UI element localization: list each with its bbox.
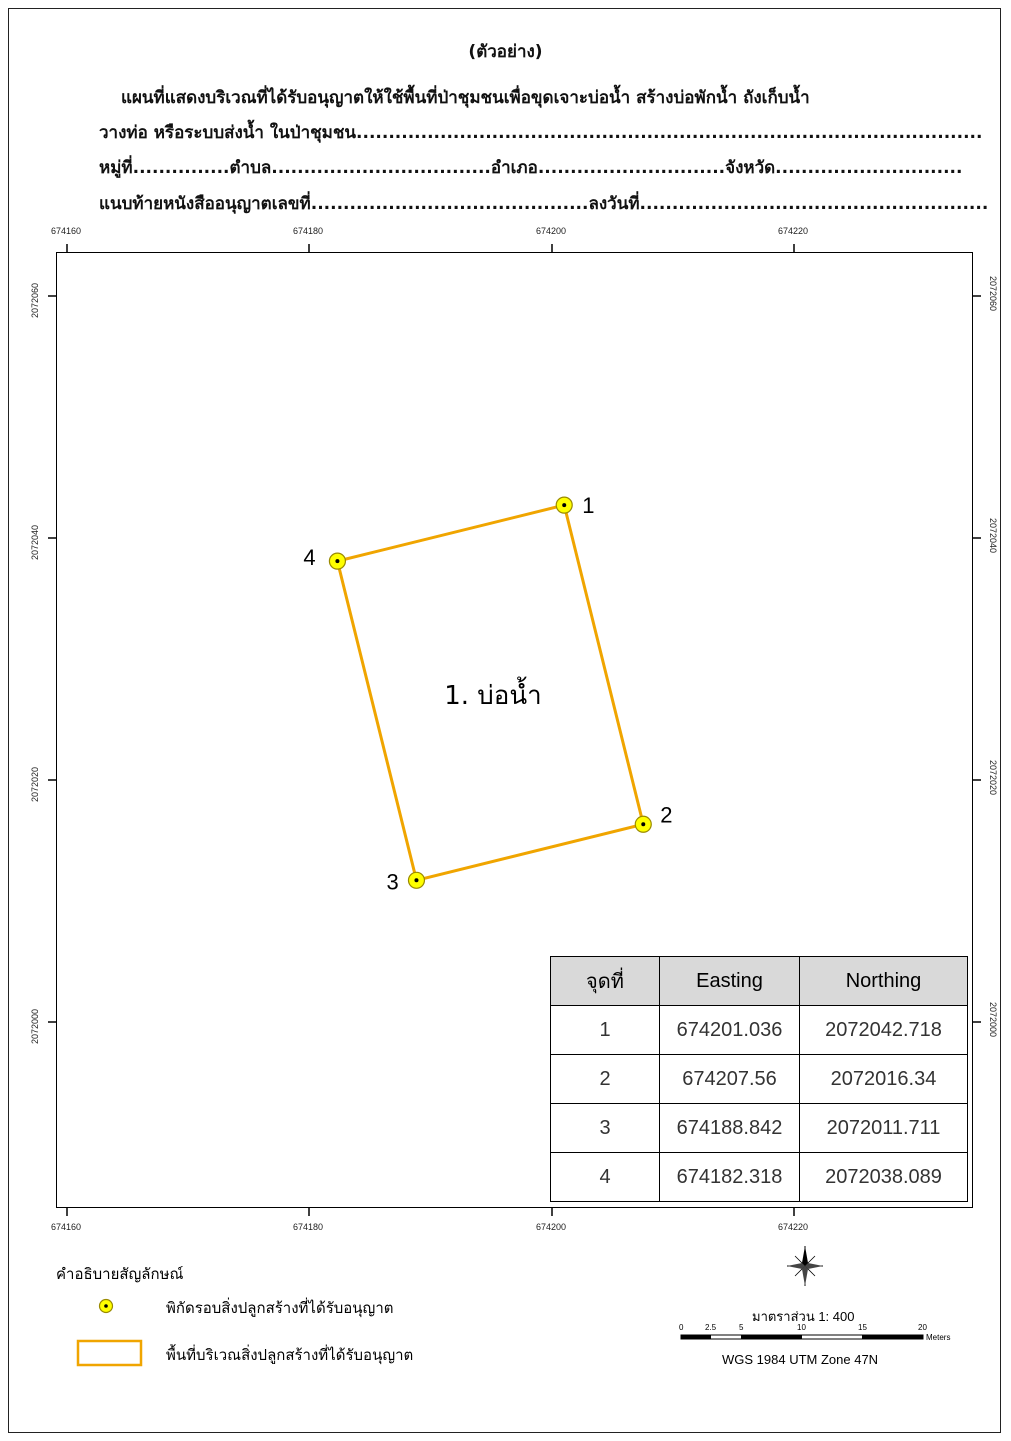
scale-bar [680,1334,924,1340]
area-label: 1. บ่อน้ำ [444,676,542,711]
legend-area-label: พื้นที่บริเวณสิ่งปลูกสร้างที่ได้รับอนุญา… [166,1346,414,1364]
boundary-point-dot [562,503,567,508]
legend-point-dot [104,1304,108,1308]
cell-point: 3 [550,1103,660,1153]
scale-tick: 2.5 [705,1323,717,1332]
title-line-3: หมู่ที่...............ตำบล..............… [99,158,963,178]
title-line-2: วางท่อ หรือระบบส่งน้ำ ในป่าชุมชน........… [99,123,983,143]
boundary-point-dot [641,822,646,827]
scale-tick: 5 [739,1323,744,1332]
x-tick-top: 674200 [536,226,567,236]
boundary-point-label: 1 [582,493,594,518]
scale-label: มาตราส่วน 1: 400 [752,1309,855,1324]
cell-northing: 2072038.089 [799,1152,968,1202]
boundary-point-label: 2 [660,802,672,827]
table-row: 3 674188.842 2072011.711 [550,1103,968,1153]
table-row: 2 674207.56 2072016.34 [550,1054,968,1104]
x-tick-top: 674160 [51,226,82,236]
boundary-point-dot [335,559,340,564]
page-border [8,8,1001,1433]
boundary-point-label: 3 [386,869,398,894]
scale-unit: Meters [926,1333,951,1342]
x-tick-bottom: 674200 [536,1222,567,1232]
sample-label: (ตัวอย่าง) [468,42,543,62]
table-row: 1 674201.036 2072042.718 [550,1005,968,1055]
col-header-point: จุดที่ [550,956,660,1006]
table-header-row: จุดที่ Easting Northing [550,956,968,1006]
cell-northing: 2072011.711 [799,1103,968,1153]
x-tick-bottom: 674220 [778,1222,809,1232]
cell-easting: 674182.318 [659,1152,800,1202]
boundary-point-label: 4 [303,545,315,570]
col-header-northing: Northing [799,956,968,1006]
cell-easting: 674201.036 [659,1005,800,1055]
legend-area-icon [76,1339,143,1367]
title-line-1: แผนที่แสดงบริเวณที่ได้รับอนุญาตให้ใช้พื้… [121,88,810,108]
cell-easting: 674188.842 [659,1103,800,1153]
boundary-point-dot [414,878,419,883]
coordinates-table: จุดที่ Easting Northing 1 674201.036 207… [550,956,968,1202]
cell-point: 4 [550,1152,660,1202]
x-tick-bottom: 674160 [51,1222,82,1232]
legend-point-label: พิกัดรอบสิ่งปลูกสร้างที่ได้รับอนุญาต [166,1299,394,1317]
title-line-4: แนบท้ายหนังสืออนุญาตเลขที่..............… [99,194,989,214]
cell-point: 2 [550,1054,660,1104]
x-tick-top: 674180 [293,226,324,236]
cell-easting: 674207.56 [659,1054,800,1104]
north-arrow-icon [787,1246,823,1286]
scale-tick: 15 [858,1323,867,1332]
map-frame [56,252,973,1208]
x-tick-top: 674220 [778,226,809,236]
projection-label: WGS 1984 UTM Zone 47N [722,1352,879,1367]
col-header-easting: Easting [659,956,800,1006]
points-layer: 1 2 3 4 [303,493,672,894]
cell-point: 1 [550,1005,660,1055]
x-tick-bottom: 674180 [293,1222,324,1232]
cell-northing: 2072042.718 [799,1005,968,1055]
scale-tick: 0 [679,1323,684,1332]
table-row: 4 674182.318 2072038.089 [550,1152,968,1202]
legend-title: คำอธิบายสัญลักษณ์ [56,1265,184,1283]
scale-tick: 20 [918,1323,927,1332]
scale-tick: 10 [797,1323,806,1332]
cell-northing: 2072016.34 [799,1054,968,1104]
